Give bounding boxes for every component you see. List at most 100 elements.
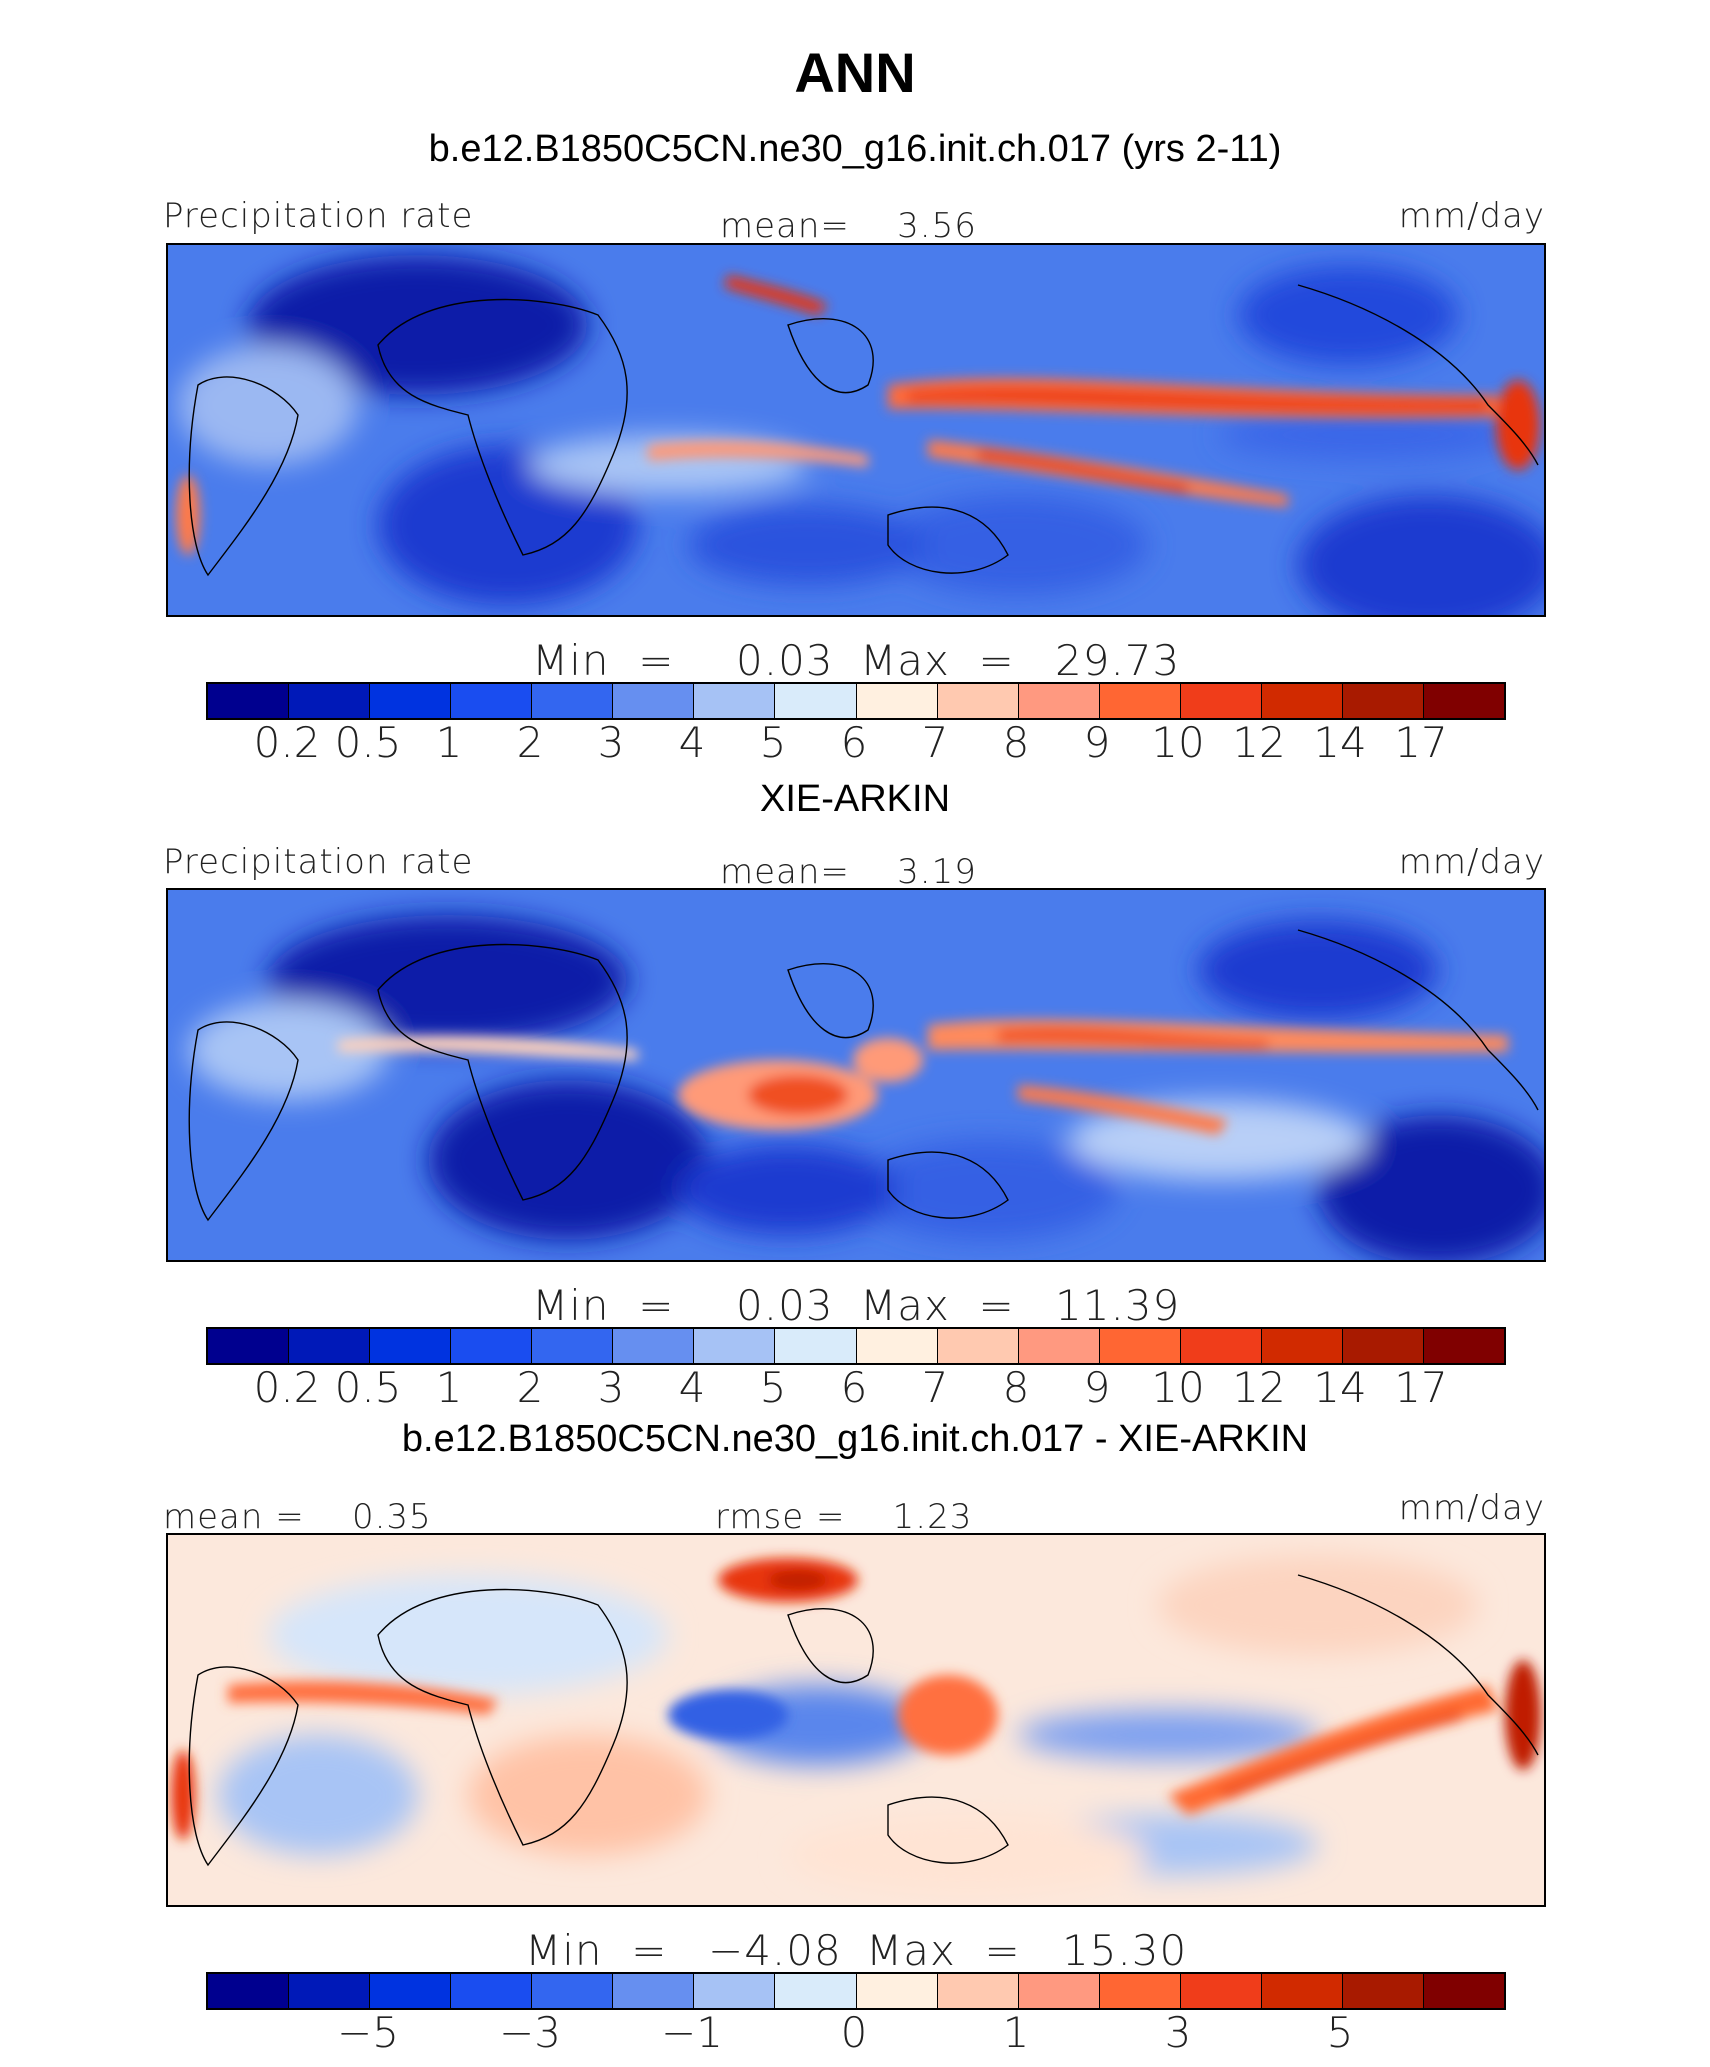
panel-1-max-label: Max = — [860, 636, 1015, 685]
colorbar-tick-label: 4 — [678, 718, 706, 767]
colorbar-tick-label: 0.5 — [334, 1363, 402, 1412]
panel-2-mean-label: mean= 3.19 — [720, 852, 977, 892]
colorbar-swatch — [1261, 1329, 1343, 1363]
colorbar-swatch — [613, 684, 695, 718]
colorbar-swatch — [1018, 1974, 1100, 2008]
colorbar-tick-label: 8 — [1002, 1363, 1030, 1412]
panel-3-units-label: mm/day — [1398, 1488, 1545, 1528]
colorbar-tick-label: 17 — [1394, 718, 1448, 767]
colorbar-tick-label: 7 — [921, 718, 949, 767]
panel-3-min-value: −4.08 — [708, 1926, 842, 1975]
panel-3-mean-label: mean = 0.35 — [163, 1497, 432, 1537]
colorbar-swatch — [370, 1974, 452, 2008]
panel-2-heading: XIE-ARKIN — [759, 778, 951, 820]
colorbar-swatch — [1099, 684, 1181, 718]
panel-2-variable-label: Precipitation rate — [163, 842, 474, 882]
colorbar-tick-label: −1 — [661, 2008, 723, 2057]
panel-3-rmse-label: rmse = 1.23 — [715, 1497, 973, 1537]
panel-1-min-value: 0.03 — [736, 636, 834, 685]
colorbar-swatch — [532, 1329, 614, 1363]
colorbar-swatch — [694, 1974, 776, 2008]
colorbar-swatch — [1099, 1329, 1181, 1363]
colorbar-tick-label: 6 — [840, 718, 868, 767]
colorbar-swatch — [613, 1974, 695, 2008]
colorbar-swatch — [451, 1974, 533, 2008]
colorbar-swatch — [1423, 1329, 1504, 1363]
colorbar-tick-label: 12 — [1232, 718, 1286, 767]
colorbar-tick-label: 2 — [516, 1363, 544, 1412]
panel-1-variable-label: Precipitation rate — [163, 196, 474, 236]
colorbar-tick-label: 10 — [1151, 1363, 1205, 1412]
figure-title: ANN — [794, 41, 916, 104]
colorbar-swatch — [775, 684, 857, 718]
colorbar-tick-label: 14 — [1313, 718, 1367, 767]
colorbar-swatch — [289, 1329, 371, 1363]
panel-2-min-label: Min = — [532, 1281, 675, 1330]
colorbar-swatch — [694, 684, 776, 718]
colorbar-swatch — [289, 1974, 371, 2008]
colorbar-tick-label: 0.5 — [334, 718, 402, 767]
colorbar-tick-label: 14 — [1313, 1363, 1367, 1412]
colorbar-swatch — [1018, 1329, 1100, 1363]
panel-1-colorbar — [206, 682, 1506, 720]
colorbar-tick-label: 5 — [759, 718, 787, 767]
panel-3-coastlines — [188, 1574, 1539, 1867]
panel-1-map — [166, 243, 1546, 617]
colorbar-tick-label: −3 — [499, 2008, 561, 2057]
colorbar-swatch — [208, 1329, 290, 1363]
colorbar-swatch — [1342, 684, 1424, 718]
colorbar-tick-label: 3 — [597, 1363, 625, 1412]
colorbar-swatch — [937, 1974, 1019, 2008]
colorbar-tick-label: 5 — [759, 1363, 787, 1412]
colorbar-swatch — [208, 684, 290, 718]
colorbar-swatch — [289, 684, 371, 718]
colorbar-tick-label: 3 — [597, 718, 625, 767]
panel-3-map — [166, 1533, 1546, 1907]
colorbar-tick-label: −5 — [337, 2008, 399, 2057]
colorbar-swatch — [694, 1329, 776, 1363]
colorbar-tick-label: 17 — [1394, 1363, 1448, 1412]
panel-2-map — [166, 888, 1546, 1262]
panel-2-coastlines — [188, 929, 1539, 1222]
panel-2-colorbar — [206, 1327, 1506, 1365]
colorbar-tick-label: 0.2 — [253, 1363, 321, 1412]
panel-3-max-value: 15.30 — [1062, 1926, 1188, 1975]
panel-3-heading: b.e12.B1850C5CN.ne30_g16.init.ch.017 - X… — [401, 1418, 1309, 1460]
colorbar-tick-label: 12 — [1232, 1363, 1286, 1412]
panel-1-map-field — [168, 245, 1544, 615]
colorbar-swatch — [451, 684, 533, 718]
colorbar-swatch — [613, 1329, 695, 1363]
colorbar-swatch — [775, 1974, 857, 2008]
colorbar-tick-label: 4 — [678, 1363, 706, 1412]
panel-1-units-label: mm/day — [1398, 196, 1545, 236]
colorbar-tick-label: 9 — [1083, 718, 1111, 767]
panel-1-colorbar-ticks: 0.2 0.5 1 2 3 4 5 6 7 8 9 10 12 14 17 — [206, 718, 1502, 768]
panel-3-map-field — [168, 1535, 1544, 1905]
panel-1-mean-label: mean= 3.56 — [720, 206, 977, 246]
colorbar-tick-label: 9 — [1083, 1363, 1111, 1412]
colorbar-swatch — [370, 1329, 452, 1363]
colorbar-swatch — [1423, 1974, 1504, 2008]
colorbar-swatch — [1180, 1974, 1262, 2008]
panel-3-max-label: Max = — [866, 1926, 1021, 1975]
colorbar-tick-label: 0.2 — [253, 718, 321, 767]
panel-2-max-label: Max = — [860, 1281, 1015, 1330]
panel-2-map-field — [168, 890, 1544, 1260]
colorbar-swatch — [1261, 684, 1343, 718]
colorbar-swatch — [775, 1329, 857, 1363]
colorbar-tick-label: 1 — [1002, 2008, 1030, 2057]
colorbar-swatch — [1423, 684, 1504, 718]
panel-2-max-value: 11.39 — [1055, 1281, 1181, 1330]
colorbar-swatch — [370, 684, 452, 718]
colorbar-swatch — [532, 1974, 614, 2008]
colorbar-tick-label: 8 — [1002, 718, 1030, 767]
panel-3-colorbar — [206, 1972, 1506, 2010]
panel-1-max-value: 29.73 — [1055, 636, 1181, 685]
panel-2-min-value: 0.03 — [736, 1281, 834, 1330]
colorbar-tick-label: 1 — [435, 1363, 463, 1412]
colorbar-swatch — [1180, 1329, 1262, 1363]
colorbar-swatch — [856, 1329, 938, 1363]
colorbar-swatch — [1342, 1974, 1424, 2008]
panel-3-colorbar-ticks: −5 −3 −1 0 1 3 5 — [206, 2008, 1502, 2058]
colorbar-swatch — [532, 684, 614, 718]
